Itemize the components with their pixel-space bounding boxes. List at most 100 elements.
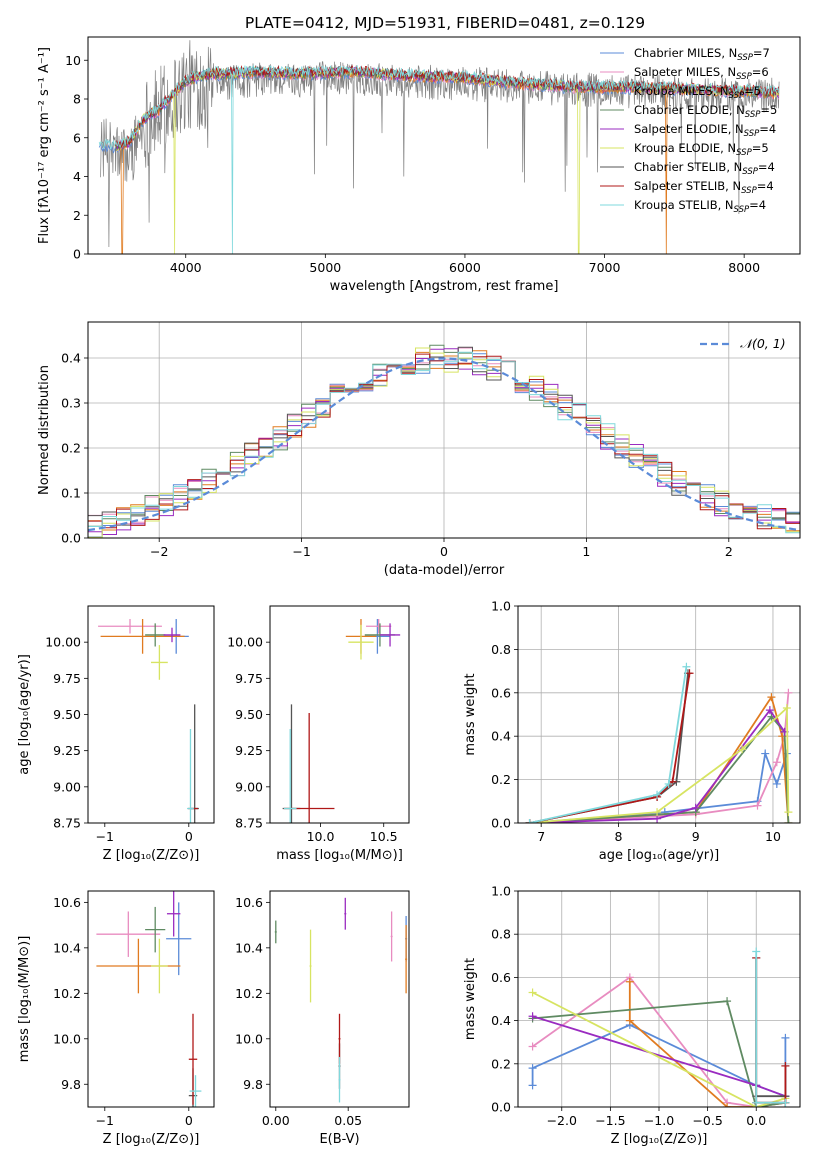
weight-marker xyxy=(528,1081,537,1090)
y-tick-label: 0.3 xyxy=(61,396,81,411)
errorbar-point xyxy=(309,929,312,1003)
legend-label-normal: 𝒩(0, 1) xyxy=(740,336,786,351)
y-tick-label: 0.0 xyxy=(491,1100,511,1115)
weight-marker xyxy=(723,997,732,1006)
y-tick-label: 1.0 xyxy=(491,599,511,614)
y-tick-label: 0.2 xyxy=(61,441,81,456)
chart-spectrum: 4000 5000 6000 7000 8000 0 2 4 6 8 10 wavelength [A… xyxy=(37,36,801,294)
axes-frame xyxy=(517,605,801,824)
errorbar-point xyxy=(188,1013,198,1105)
y-tick-label: 10.2 xyxy=(53,986,81,1001)
y-tick-label: 0.2 xyxy=(491,772,511,787)
errorbar-point xyxy=(100,619,185,654)
y-tick-label: 9.8 xyxy=(243,1077,263,1092)
legend-label-tail: =7 xyxy=(753,46,770,60)
chart-weight-vs-Z: −2.0 −1.5 −1.0 −0.5 0.0 0.0 0.2 0.4 0.6 0.8 1.0 Z [… xyxy=(463,884,801,1147)
legend-label-tail: =5 xyxy=(752,141,769,155)
x-tick-label: 0 xyxy=(185,829,193,844)
weight-marker xyxy=(625,1016,634,1025)
legend-label-tail: =4 xyxy=(749,198,766,212)
x-tick-label: 5000 xyxy=(309,260,341,275)
x-tick-label: 4000 xyxy=(170,260,202,275)
chart-residuals: −2 −1 0 1 2 0.0 0.1 0.2 0.3 0.4 (data-model)/error… xyxy=(37,321,801,578)
y-tick-label: 8 xyxy=(73,92,81,107)
x-tick-label: 2 xyxy=(725,544,733,559)
x-tick-label: 10.0 xyxy=(307,829,335,844)
legend-label-main: Salpeter ELODIE, N xyxy=(634,122,744,136)
y-tick-label: 8.75 xyxy=(53,816,81,831)
legend-label: Salpeter ELODIE, NSSP=4 xyxy=(634,122,776,139)
x-axis-label: E(B-V) xyxy=(319,1132,359,1147)
legend-label-tail: =4 xyxy=(758,160,775,174)
weight-line-kroupa-stelib xyxy=(755,951,786,1104)
legend-label-sub: SSP xyxy=(736,148,752,158)
legend-label: Chabrier ELODIE, NSSP=5 xyxy=(634,103,777,120)
weight-line-kroupa-elodie xyxy=(529,705,790,823)
legend-label: Kroupa ELODIE, NSSP=5 xyxy=(634,141,769,158)
errorbar-point xyxy=(348,624,374,660)
y-tick-label: 0.0 xyxy=(491,816,511,831)
errorbar-point xyxy=(274,920,277,944)
x-axis-label: Z [log₁₀(Z/Z⊙)] xyxy=(103,848,200,863)
x-tick-label: −2 xyxy=(150,544,168,559)
errorbar-point xyxy=(366,619,392,634)
legend-label-main: Salpeter STELIB, N xyxy=(634,179,741,193)
model-kroupa-stelib xyxy=(98,64,779,254)
weight-marker xyxy=(738,745,747,754)
y-tick-label: 9.8 xyxy=(61,1077,81,1092)
plot-area xyxy=(282,619,401,823)
weight-marker xyxy=(625,977,634,986)
x-tick-label: 10.5 xyxy=(370,829,398,844)
weight-line-kroupa-elodie xyxy=(532,991,786,1107)
errorbar-point xyxy=(166,891,181,937)
errorbar-point xyxy=(189,1075,202,1107)
y-tick-label: 9.75 xyxy=(53,671,81,686)
legend-label-sub: SSP xyxy=(734,205,750,215)
weight-marker xyxy=(765,706,774,715)
weight-marker xyxy=(782,703,791,712)
legend-label-sub: SSP xyxy=(741,186,757,196)
weight-marker xyxy=(772,758,781,767)
weight-marker xyxy=(685,669,694,678)
weight-marker xyxy=(753,801,762,810)
y-tick-label: 9.00 xyxy=(53,779,81,794)
y-tick-label: 2 xyxy=(73,208,81,223)
y-tick-label: 0.4 xyxy=(61,351,81,366)
errorbar-point xyxy=(338,1056,341,1103)
x-axis-label: Z [log₁₀(Z/Z⊙)] xyxy=(611,1132,708,1147)
weight-marker xyxy=(781,1033,790,1042)
weight-line-chabrier-elodie xyxy=(532,1000,786,1107)
weight-marker xyxy=(723,1103,732,1107)
x-tick-label: 7 xyxy=(537,829,545,844)
legend-label-main: Kroupa STELIB, N xyxy=(634,198,734,212)
plot-area xyxy=(98,619,199,823)
y-tick-label: 9.50 xyxy=(235,707,263,722)
legend-label-sub: SSP xyxy=(736,72,752,82)
plot-area xyxy=(98,40,780,254)
legend-label-main: Chabrier ELODIE, N xyxy=(634,103,745,117)
weight-marker xyxy=(784,808,793,817)
y-tick-label: 10.00 xyxy=(227,635,263,650)
y-axis-label: Flux [fλ10⁻¹⁷ erg cm⁻² s⁻¹ A⁻¹] xyxy=(37,47,52,244)
x-tick-label: −1.0 xyxy=(644,1113,674,1128)
chart-age-vs-Z: −1 0 8.75 9.00 9.25 9.50 9.75 10.00 Z [log₁₀(Z/Z… xyxy=(17,605,215,863)
y-tick-label: 0.1 xyxy=(61,486,81,501)
y-tick-label: 8.75 xyxy=(235,816,263,831)
errorbar-point xyxy=(166,902,192,976)
y-tick-label: 9.50 xyxy=(53,707,81,722)
errorbar-point xyxy=(338,1013,341,1064)
errorbar-point xyxy=(151,938,168,994)
chart-age-vs-mass: 10.0 10.5 8.75 9.00 9.25 9.50 9.75 10.00 mass [l… xyxy=(227,605,410,863)
x-axis-label: wavelength [Angstrom, rest frame] xyxy=(330,279,559,294)
x-axis-label: age [log₁₀(age/yr)] xyxy=(599,848,720,863)
y-axis-label: mass weight xyxy=(463,958,478,1040)
x-tick-label: 0 xyxy=(440,544,448,559)
y-tick-label: 10.4 xyxy=(53,940,81,955)
weight-marker xyxy=(682,662,691,671)
legend-label-sub: SSP xyxy=(729,91,745,101)
legend-label-tail: =5 xyxy=(744,84,761,98)
y-tick-label: 10.2 xyxy=(235,986,263,1001)
y-tick-label: 9.25 xyxy=(53,743,81,758)
normal-curve xyxy=(88,357,800,532)
